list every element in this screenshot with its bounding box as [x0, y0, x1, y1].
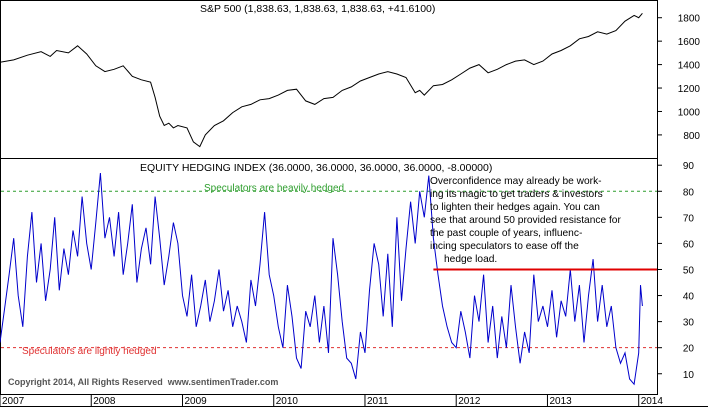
commentary-line: see that around 50 provided resistance f… — [430, 215, 621, 226]
indicator-chart-title: EQUITY HEDGING INDEX (36.0000, 36.0000, … — [140, 162, 492, 174]
x-tick-label: 2010 — [276, 396, 299, 407]
y-tick-label: 10 — [683, 370, 695, 381]
commentary-line: ing its magic to get traders & investors — [430, 189, 603, 200]
y-tick-label: 40 — [683, 292, 695, 303]
commentary-line: the past couple of years, influenc- — [430, 228, 582, 239]
y-tick-label: 1200 — [678, 84, 701, 95]
x-tick-label: 2014 — [641, 396, 664, 407]
y-tick-label: 800 — [683, 131, 700, 142]
copyright-notice: Copyright 2014, All Rights Reserved www.… — [8, 377, 278, 387]
sp500-price-line — [0, 12, 643, 148]
y-tick-label: 80 — [683, 187, 695, 198]
x-tick-label: 2012 — [458, 396, 481, 407]
commentary-line: Overconfidence may already be work- — [430, 176, 602, 187]
y-tick-label: 1400 — [678, 61, 701, 72]
y-tick-label: 30 — [683, 318, 695, 329]
price-panel-frame — [0, 0, 658, 159]
x-tick-label: 2011 — [367, 396, 389, 407]
y-tick-label: 1800 — [678, 14, 701, 25]
price-chart-title: S&P 500 (1,838.63, 1,838.63, 1,838.63, +… — [200, 3, 435, 15]
y-tick-label: 1600 — [678, 37, 701, 48]
y-tick-label: 20 — [683, 344, 695, 355]
equity-hedging-index-line — [0, 172, 643, 386]
y-tick-label: 70 — [683, 213, 695, 224]
y-tick-label: 60 — [683, 239, 695, 250]
x-tick-label: 2013 — [549, 396, 572, 407]
commentary-line: to lighten their hedges again. You can — [430, 202, 600, 213]
x-tick-label: 2009 — [184, 396, 207, 407]
x-tick-label: 2008 — [93, 396, 116, 407]
lightly-hedged-label: Speculators are lightly hedged — [22, 346, 157, 357]
y-tick-label: 1000 — [678, 107, 701, 118]
commentary-text: Overconfidence may already be work- ing … — [430, 176, 621, 265]
commentary-line: incing speculators to ease off the — [430, 241, 579, 252]
x-tick-label: 2007 — [2, 396, 25, 407]
y-tick-label: 90 — [683, 161, 695, 172]
y-tick-label: 50 — [683, 265, 695, 276]
commentary-line: hedge load. — [444, 254, 497, 265]
heavily-hedged-label: Speculators are heavily hedged — [204, 183, 344, 194]
indicator-panel-frame — [0, 158, 658, 395]
